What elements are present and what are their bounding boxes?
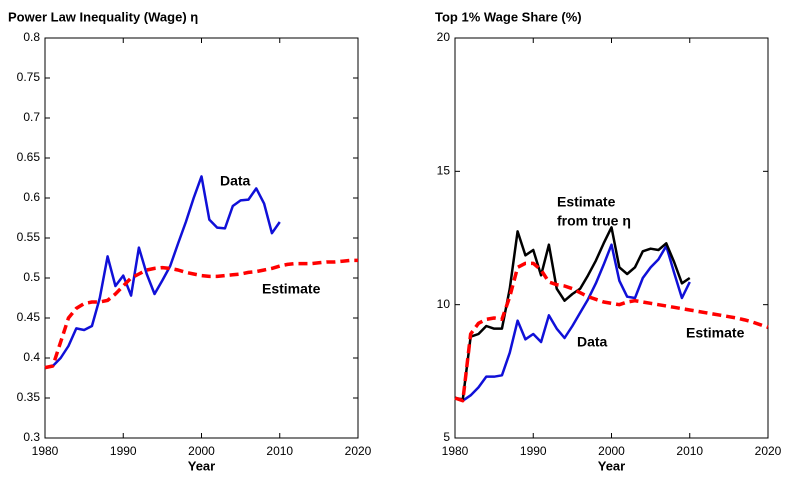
series-line bbox=[454, 261, 769, 403]
y-tick-label: 0.7 bbox=[23, 110, 40, 124]
y-tick-label: 5 bbox=[443, 430, 450, 444]
x-tick-label: 2010 bbox=[266, 444, 293, 458]
series-line bbox=[44, 175, 281, 369]
annotation: Estimate bbox=[686, 325, 745, 341]
x-tick-label: 1980 bbox=[32, 444, 59, 458]
y-tick-label: 15 bbox=[437, 164, 451, 178]
x-tick-label: 2000 bbox=[598, 444, 625, 458]
y-tick-label: 0.45 bbox=[17, 310, 41, 324]
x-tick-label: 2020 bbox=[345, 444, 372, 458]
annotation: Estimate bbox=[262, 281, 321, 297]
chart-title: Power Law Inequality (Wage) η bbox=[8, 9, 198, 24]
x-tick-label: 1990 bbox=[110, 444, 137, 458]
y-tick-label: 0.35 bbox=[17, 390, 41, 404]
series-line bbox=[44, 258, 358, 370]
chart-title: Top 1% Wage Share (%) bbox=[435, 9, 582, 24]
y-tick-label: 0.8 bbox=[23, 30, 40, 44]
annotation: from true η bbox=[557, 213, 631, 229]
y-tick-label: 0.6 bbox=[23, 190, 40, 204]
series-line bbox=[454, 226, 691, 401]
x-tick-label: 2000 bbox=[188, 444, 215, 458]
y-tick-label: 0.55 bbox=[17, 230, 41, 244]
y-tick-label: 0.65 bbox=[17, 150, 41, 164]
x-tick-label: 1980 bbox=[442, 444, 469, 458]
plot-box bbox=[454, 37, 769, 439]
y-tick-label: 20 bbox=[437, 30, 451, 44]
x-tick-label: 2010 bbox=[676, 444, 703, 458]
plot-box bbox=[44, 37, 359, 439]
x-axis-label: Year bbox=[598, 458, 625, 473]
x-tick-label: 2020 bbox=[755, 444, 782, 458]
annotation: Data bbox=[220, 173, 251, 189]
annotation: Data bbox=[577, 334, 608, 350]
series-line bbox=[454, 243, 691, 402]
y-tick-label: 0.3 bbox=[23, 430, 40, 444]
y-tick-label: 0.5 bbox=[23, 270, 40, 284]
x-axis-label: Year bbox=[188, 458, 215, 473]
annotation: Estimate bbox=[557, 194, 616, 210]
y-tick-label: 0.4 bbox=[23, 350, 40, 364]
x-tick-label: 1990 bbox=[520, 444, 547, 458]
y-tick-label: 0.75 bbox=[17, 70, 41, 84]
y-tick-label: 10 bbox=[437, 297, 451, 311]
